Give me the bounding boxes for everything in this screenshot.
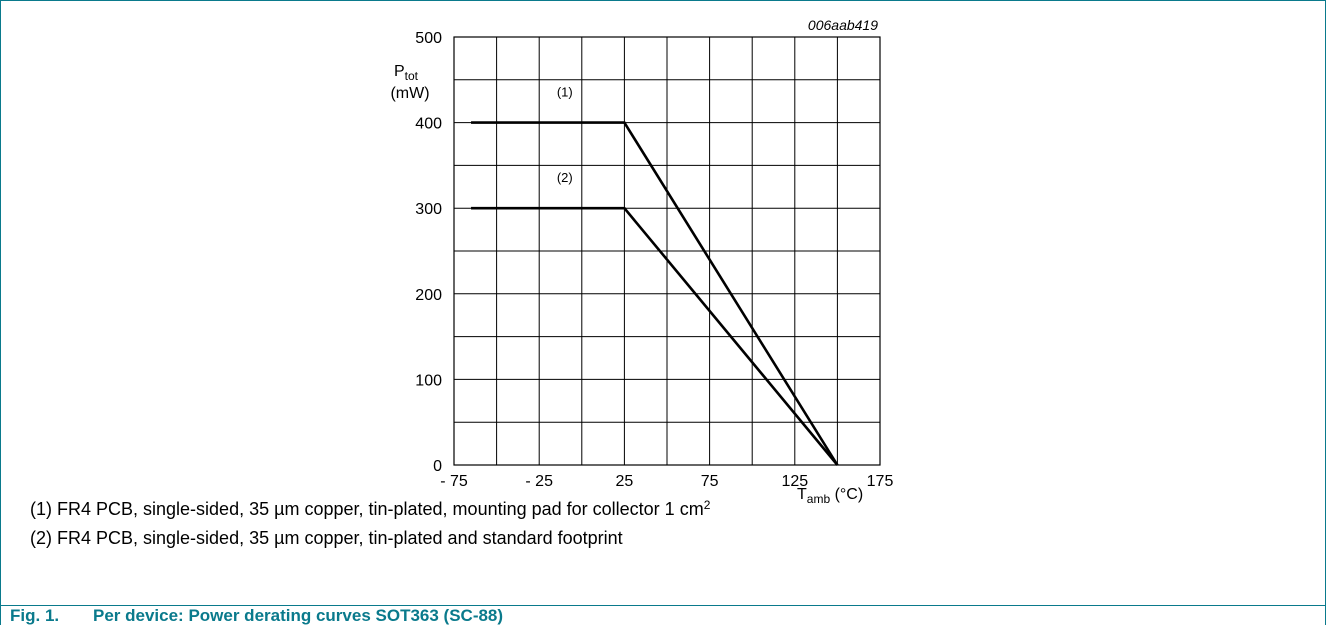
chart-grid — [453, 36, 881, 466]
y-tick-label: 400 — [415, 116, 442, 133]
chart-series: (1) (2) — [471, 85, 839, 466]
note-1-text: (1) FR4 PCB, single-sided, 35 µm copper,… — [30, 499, 704, 519]
curve-label-2: (2) — [557, 170, 573, 185]
x-tick-label: - 75 — [440, 473, 468, 490]
chart-tick-labels: 0 100 200 300 400 500 - 75 - 25 25 75 125 175 — [415, 30, 893, 490]
x-tick-label: 25 — [616, 473, 634, 490]
y-axis-label: Ptot — [394, 63, 419, 83]
plot-area-border — [453, 36, 881, 466]
note-1: (1) FR4 PCB, single-sided, 35 µm copper,… — [30, 495, 710, 524]
figure-caption: Fig. 1. Per device: Power derating curves… — [10, 606, 503, 626]
x-tick-label: 125 — [781, 473, 808, 490]
x-axis-unit: (°C) — [830, 486, 864, 503]
figure-notes: (1) FR4 PCB, single-sided, 35 µm copper,… — [30, 495, 710, 553]
y-tick-label: 0 — [433, 458, 442, 475]
y-tick-label: 200 — [415, 287, 442, 304]
figure-code: 006aab419 — [808, 17, 878, 33]
y-axis-symbol: P — [394, 63, 405, 80]
y-axis-subscript: tot — [405, 69, 419, 83]
y-tick-label: 100 — [415, 372, 442, 389]
x-axis-label-block: Tamb (°C) — [797, 486, 863, 506]
y-tick-label: 500 — [415, 30, 442, 47]
note-2-text: (2) FR4 PCB, single-sided, 35 µm copper,… — [30, 528, 623, 548]
note-1-superscript: 2 — [703, 498, 711, 512]
y-tick-label: 300 — [415, 201, 442, 218]
note-2: (2) FR4 PCB, single-sided, 35 µm copper,… — [30, 524, 710, 553]
curve-label-1: (1) — [557, 85, 573, 100]
figure-number: Fig. 1. — [10, 606, 60, 625]
figure-title: Per device: Power derating curves SOT363… — [93, 606, 504, 625]
y-axis-unit: (mW) — [390, 85, 429, 102]
x-tick-label: 175 — [867, 473, 894, 490]
x-axis-symbol: T — [797, 486, 807, 503]
derating-curve-1 — [471, 121, 839, 466]
x-tick-label: - 25 — [525, 473, 553, 490]
caption-divider — [0, 605, 1326, 606]
x-tick-label: 75 — [701, 473, 719, 490]
x-axis-subscript: amb — [806, 492, 831, 507]
power-derating-chart: 0 100 200 300 400 500 - 75 - 25 25 75 125 175 (1) (2… — [390, 17, 893, 490]
derating-curve-2 — [471, 206, 839, 466]
